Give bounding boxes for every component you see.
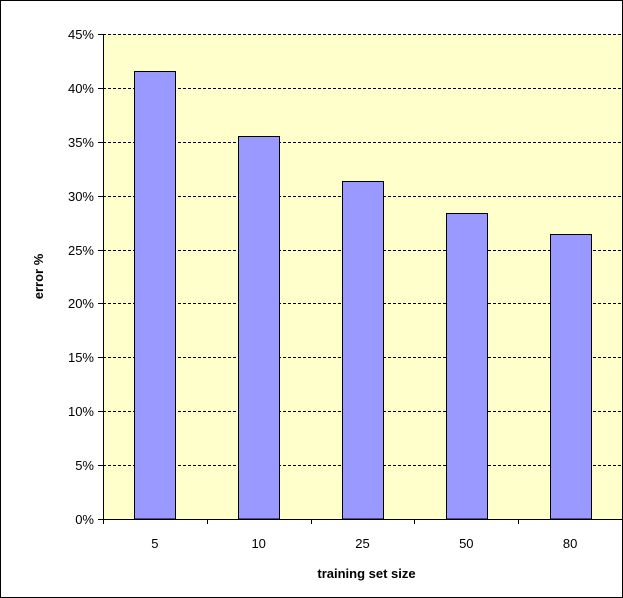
bar <box>342 181 384 520</box>
x-tick-label: 50 <box>459 536 473 551</box>
y-tick-labels: 0% 5% 10% 15% 20% 25% 30% 35% 40% 45% <box>68 27 94 527</box>
bar <box>446 213 488 520</box>
bar <box>134 71 176 520</box>
y-axis-title: error % <box>31 253 46 299</box>
y-tick-label: 40% <box>68 81 94 96</box>
y-tick-label: 0% <box>75 512 94 527</box>
x-tick-label: 25 <box>355 536 369 551</box>
y-tick-label: 35% <box>68 135 94 150</box>
y-tick-label: 45% <box>68 27 94 42</box>
bar <box>550 234 592 520</box>
y-tick-label: 20% <box>68 296 94 311</box>
bar <box>238 136 280 520</box>
x-tick-label: 5 <box>151 536 158 551</box>
y-tick-label: 5% <box>75 458 94 473</box>
y-tick-label: 30% <box>68 189 94 204</box>
gridlines <box>103 34 622 466</box>
x-tick-labels: 5 10 25 50 80 <box>151 536 577 551</box>
y-tick-label: 15% <box>68 350 94 365</box>
x-tick-label: 10 <box>251 536 265 551</box>
axes <box>98 34 622 524</box>
x-tick-label: 80 <box>563 536 577 551</box>
y-tick-label: 10% <box>68 404 94 419</box>
x-axis-title: training set size <box>317 566 415 581</box>
y-tick-label: 25% <box>68 243 94 258</box>
bars <box>134 71 592 520</box>
